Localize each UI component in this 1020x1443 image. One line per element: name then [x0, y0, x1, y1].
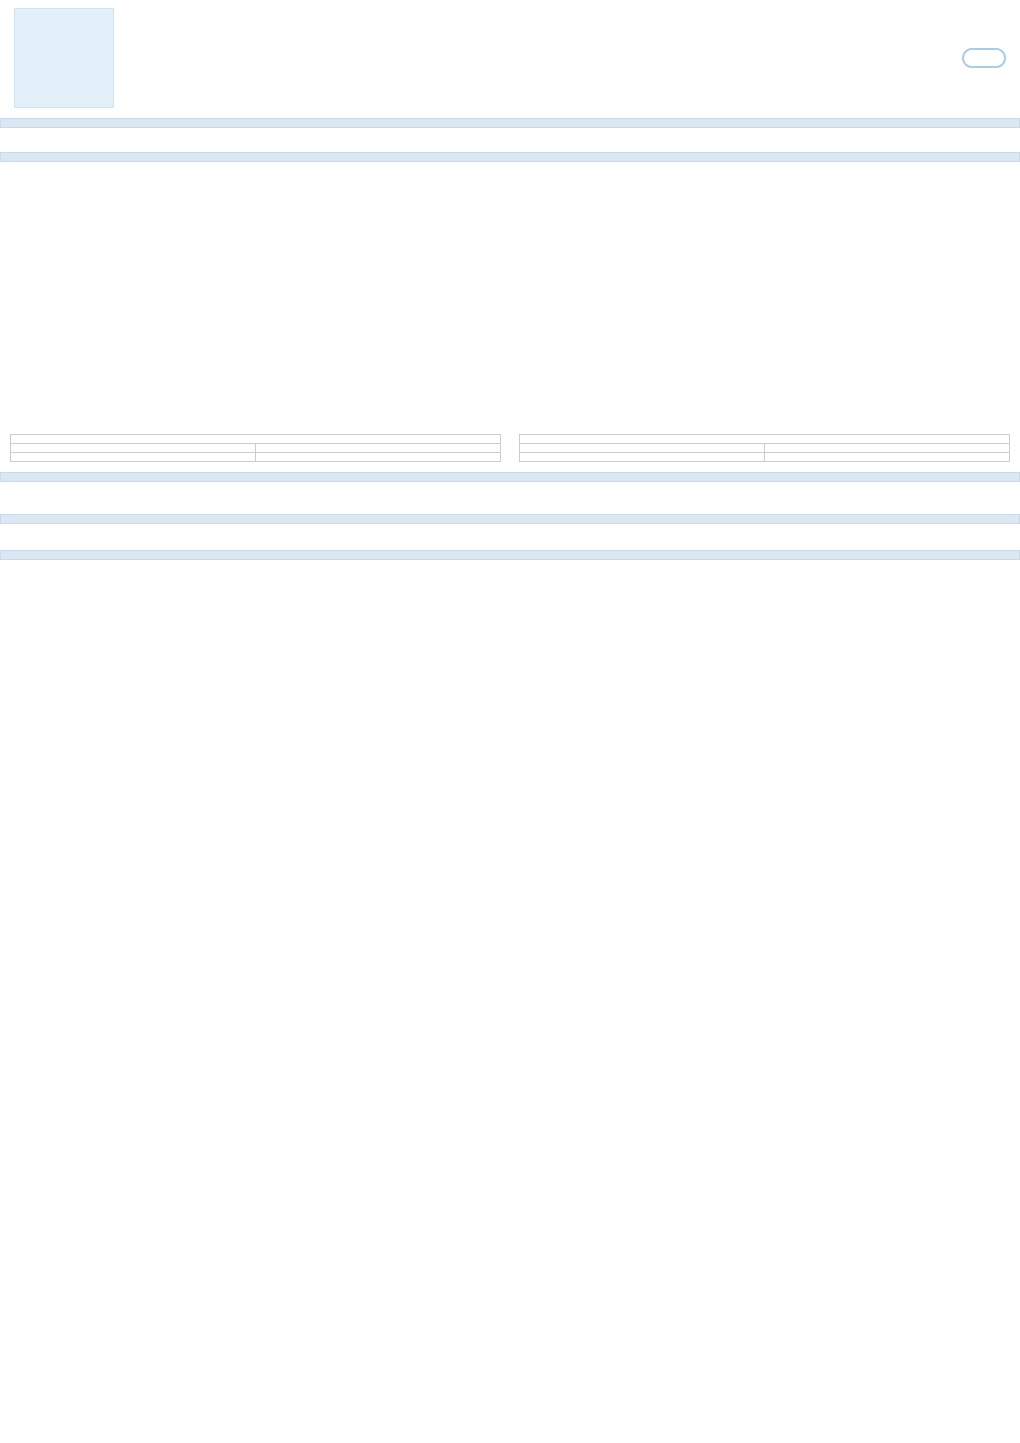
- evolution-chart-wrap: [0, 528, 1020, 544]
- biocide-donut: [519, 170, 1010, 430]
- biocide-col: [519, 170, 1010, 462]
- section-observations-title: [0, 550, 1020, 560]
- horaire-row1-value: [256, 453, 501, 462]
- table-row: [11, 444, 501, 453]
- biocide-row1-label: [520, 453, 765, 462]
- table-row: [11, 453, 501, 462]
- section-evolution-title: [0, 514, 1020, 524]
- subheader: [0, 118, 1020, 128]
- communes-text: [0, 130, 1020, 146]
- horaire-row0-value: [256, 444, 501, 453]
- table-row: [520, 444, 1010, 453]
- biocide-row1-value: [765, 453, 1010, 462]
- section-species-title: [0, 472, 1020, 482]
- biocide-row0-label: [520, 444, 765, 453]
- horaire-row1-label: [11, 453, 256, 462]
- bilan-row: [0, 166, 1020, 466]
- horaire-col: [10, 170, 501, 462]
- header: [0, 0, 1020, 116]
- horaire-table: [10, 434, 501, 462]
- biocide-row0-value: [765, 444, 1010, 453]
- horaire-table-title: [11, 435, 501, 444]
- radar-row: [0, 486, 1020, 508]
- table-row: [520, 453, 1010, 462]
- horaire-row0-label: [11, 444, 256, 453]
- biocide-table: [519, 434, 1010, 462]
- biocide-table-title: [520, 435, 1010, 444]
- section-bilan-title: [0, 152, 1020, 162]
- logo: [14, 8, 114, 108]
- horaire-donut: [10, 170, 501, 430]
- observations-text: [0, 564, 1020, 584]
- report-badge: [962, 48, 1006, 68]
